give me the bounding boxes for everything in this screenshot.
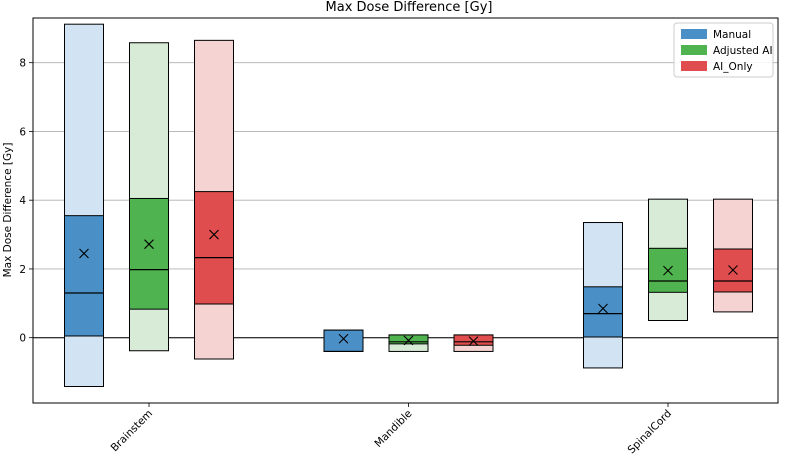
iqr-box bbox=[64, 215, 104, 337]
mean-marker bbox=[468, 336, 479, 347]
plot-frame bbox=[32, 17, 779, 404]
mean-marker bbox=[79, 248, 89, 259]
iqr-box bbox=[323, 329, 364, 352]
x-tick-label: SpinalCord bbox=[625, 408, 674, 457]
y-tick-label: 2 bbox=[19, 264, 26, 276]
mean-marker bbox=[209, 229, 219, 240]
y-tick-label: 4 bbox=[19, 195, 26, 207]
iqr-box bbox=[453, 334, 494, 346]
mean-marker bbox=[663, 265, 673, 276]
legend-label: AI_Only bbox=[713, 61, 753, 73]
legend-swatch bbox=[681, 45, 707, 55]
iqr-box bbox=[583, 286, 623, 338]
x-tick-label: Brainstem bbox=[109, 408, 156, 455]
y-tick-label: 0 bbox=[19, 333, 26, 345]
mean-marker bbox=[598, 303, 608, 314]
legend-label: Adjusted AI bbox=[713, 45, 773, 57]
iqr-box bbox=[388, 334, 429, 345]
y-tick-label: 8 bbox=[19, 58, 26, 70]
chart-title: Max Dose Difference [Gy] bbox=[326, 0, 493, 15]
mean-marker bbox=[338, 333, 349, 344]
mean-marker bbox=[403, 335, 414, 346]
y-axis-label: Max Dose Difference [Gy] bbox=[2, 143, 14, 278]
mean-marker bbox=[144, 239, 154, 250]
iqr-box bbox=[129, 197, 169, 310]
legend: Manual Adjusted AI AI_Only bbox=[673, 22, 774, 78]
mean-marker bbox=[728, 265, 738, 275]
legend-swatch bbox=[681, 61, 707, 71]
box-marks bbox=[64, 23, 753, 387]
iqr-box bbox=[194, 191, 234, 305]
x-tick-label: Mandible bbox=[372, 408, 414, 450]
y-tick-label: 6 bbox=[19, 126, 26, 138]
legend-label: Manual bbox=[713, 29, 751, 41]
legend-swatch bbox=[681, 29, 707, 39]
